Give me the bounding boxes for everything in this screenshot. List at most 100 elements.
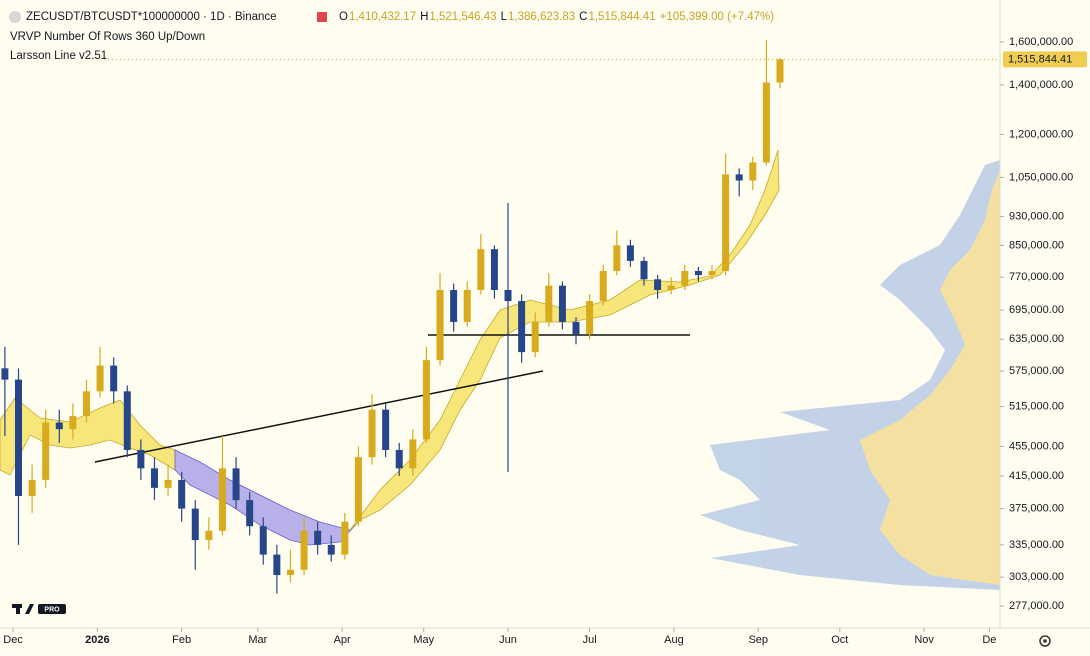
candle-body <box>436 289 444 361</box>
candle-body <box>640 260 648 280</box>
candle-body <box>749 162 757 181</box>
x-tick-label: Dec <box>3 634 23 646</box>
x-tick-label: Apr <box>334 634 351 646</box>
candle-body <box>409 439 417 469</box>
x-tick-label: Oct <box>831 634 848 646</box>
candle-body <box>218 468 226 531</box>
ohlc-value: 1,410,432.17 <box>349 11 416 23</box>
y-tick-label: 455,000.00 <box>1009 440 1064 452</box>
x-tick-label: Feb <box>172 634 191 646</box>
y-tick-label: 770,000.00 <box>1009 271 1064 283</box>
candle-body <box>599 270 607 302</box>
ohlc-key: C <box>579 11 587 23</box>
trend-line <box>94 370 544 463</box>
y-tick-label: 277,000.00 <box>1009 600 1064 612</box>
candle-body <box>422 360 430 440</box>
last-price-tag <box>1003 51 1087 68</box>
candle-body <box>626 245 634 261</box>
candle-body <box>232 468 240 501</box>
candle-body <box>286 569 294 576</box>
candle-body <box>654 279 662 290</box>
indicator-label: VRVP Number Of Rows 360 Up/Down <box>10 31 205 43</box>
svg-text:PRO: PRO <box>44 606 60 613</box>
ohlc-key: H <box>420 11 428 23</box>
candle-body <box>191 508 199 541</box>
candle-body <box>82 391 90 417</box>
flag-icon[interactable] <box>317 12 327 22</box>
ohlc-legend: O 1,410,432.17 H 1,521,546.43 L 1,386,623.83 C… <box>339 11 774 23</box>
y-tick-label: 515,000.00 <box>1009 400 1064 412</box>
y-tick-label: 930,000.00 <box>1009 210 1064 222</box>
y-tick-label: 415,000.00 <box>1009 470 1064 482</box>
candle-body <box>518 301 526 353</box>
ohlc-change: +105,399.00 (+7.47%) <box>660 11 775 23</box>
x-tick-label: 2026 <box>85 634 109 646</box>
x-tick-label: Aug <box>664 634 684 646</box>
candle-body <box>735 174 743 181</box>
candles <box>1 39 784 594</box>
y-tick-label: 850,000.00 <box>1009 239 1064 251</box>
candle-body <box>42 422 50 480</box>
settings-icon[interactable] <box>1039 635 1051 647</box>
candle-body <box>69 416 77 430</box>
candle-body <box>246 500 254 527</box>
candle-body <box>463 289 471 322</box>
candle-body <box>354 457 362 522</box>
y-tick-label: 635,000.00 <box>1009 333 1064 345</box>
candle-body <box>531 321 539 353</box>
candle-body <box>450 289 458 322</box>
candle-body <box>28 479 36 496</box>
candle-body <box>477 249 485 290</box>
x-tick-label: Sep <box>748 634 768 646</box>
candle-body <box>776 59 784 83</box>
candle-body <box>545 285 553 322</box>
y-tick-label: 375,000.00 <box>1009 502 1064 514</box>
candle-body <box>164 479 172 488</box>
symbol-title: ZECUSDT/BTCUSDT*100000000 · 1D · Binance <box>26 11 277 23</box>
candle-body <box>504 289 512 302</box>
y-tick-label: 695,000.00 <box>1009 304 1064 316</box>
candle-body <box>368 409 376 458</box>
candle-body <box>395 449 403 469</box>
candle-body <box>96 365 104 392</box>
ohlc-key: O <box>339 11 348 23</box>
candle-body <box>382 409 390 450</box>
last-price-label: 1,515,844.41 <box>1008 53 1072 65</box>
symbol-icon[interactable] <box>9 11 21 23</box>
indicator-label: Larsson Line v2.51 <box>10 50 107 62</box>
y-tick-label: 1,050,000.00 <box>1009 171 1073 183</box>
candle-body <box>300 530 308 570</box>
candle-body <box>110 365 118 392</box>
candle-body <box>178 479 186 509</box>
time-axis: Dec 2026 Feb Mar Apr May Jun Jul Aug Sep Oct Nov De <box>3 628 996 646</box>
larsson-band <box>0 149 780 546</box>
y-tick-label: 335,000.00 <box>1009 539 1064 551</box>
candle-body <box>341 521 349 555</box>
candle-body <box>327 544 335 555</box>
x-tick-label: May <box>413 634 434 646</box>
tv-logo: PRO <box>12 604 66 614</box>
candle-body <box>572 321 580 335</box>
y-tick-label: 303,000.00 <box>1009 571 1064 583</box>
candle-body <box>558 285 566 322</box>
candle-body <box>259 526 267 555</box>
x-tick-label: Jul <box>583 634 597 646</box>
candle-body <box>762 82 770 163</box>
y-tick-label: 1,600,000.00 <box>1009 36 1073 48</box>
candle-body <box>137 449 145 469</box>
candle-body <box>150 468 158 488</box>
candle-body <box>708 270 716 276</box>
candle-body <box>667 285 675 290</box>
ohlc-value: 1,521,546.43 <box>429 11 496 23</box>
y-tick-label: 1,400,000.00 <box>1009 79 1073 91</box>
price-axis: 1,600,000.00 1,400,000.00 1,200,000.00 1,05… <box>1000 36 1073 612</box>
volume-profile <box>700 160 1000 590</box>
y-tick-label: 575,000.00 <box>1009 365 1064 377</box>
candle-body <box>273 554 281 576</box>
candle-body <box>613 245 621 271</box>
candle-body <box>123 391 131 450</box>
y-tick-label: 1,200,000.00 <box>1009 128 1073 140</box>
x-tick-label: Mar <box>248 634 267 646</box>
candle-body <box>722 174 730 271</box>
